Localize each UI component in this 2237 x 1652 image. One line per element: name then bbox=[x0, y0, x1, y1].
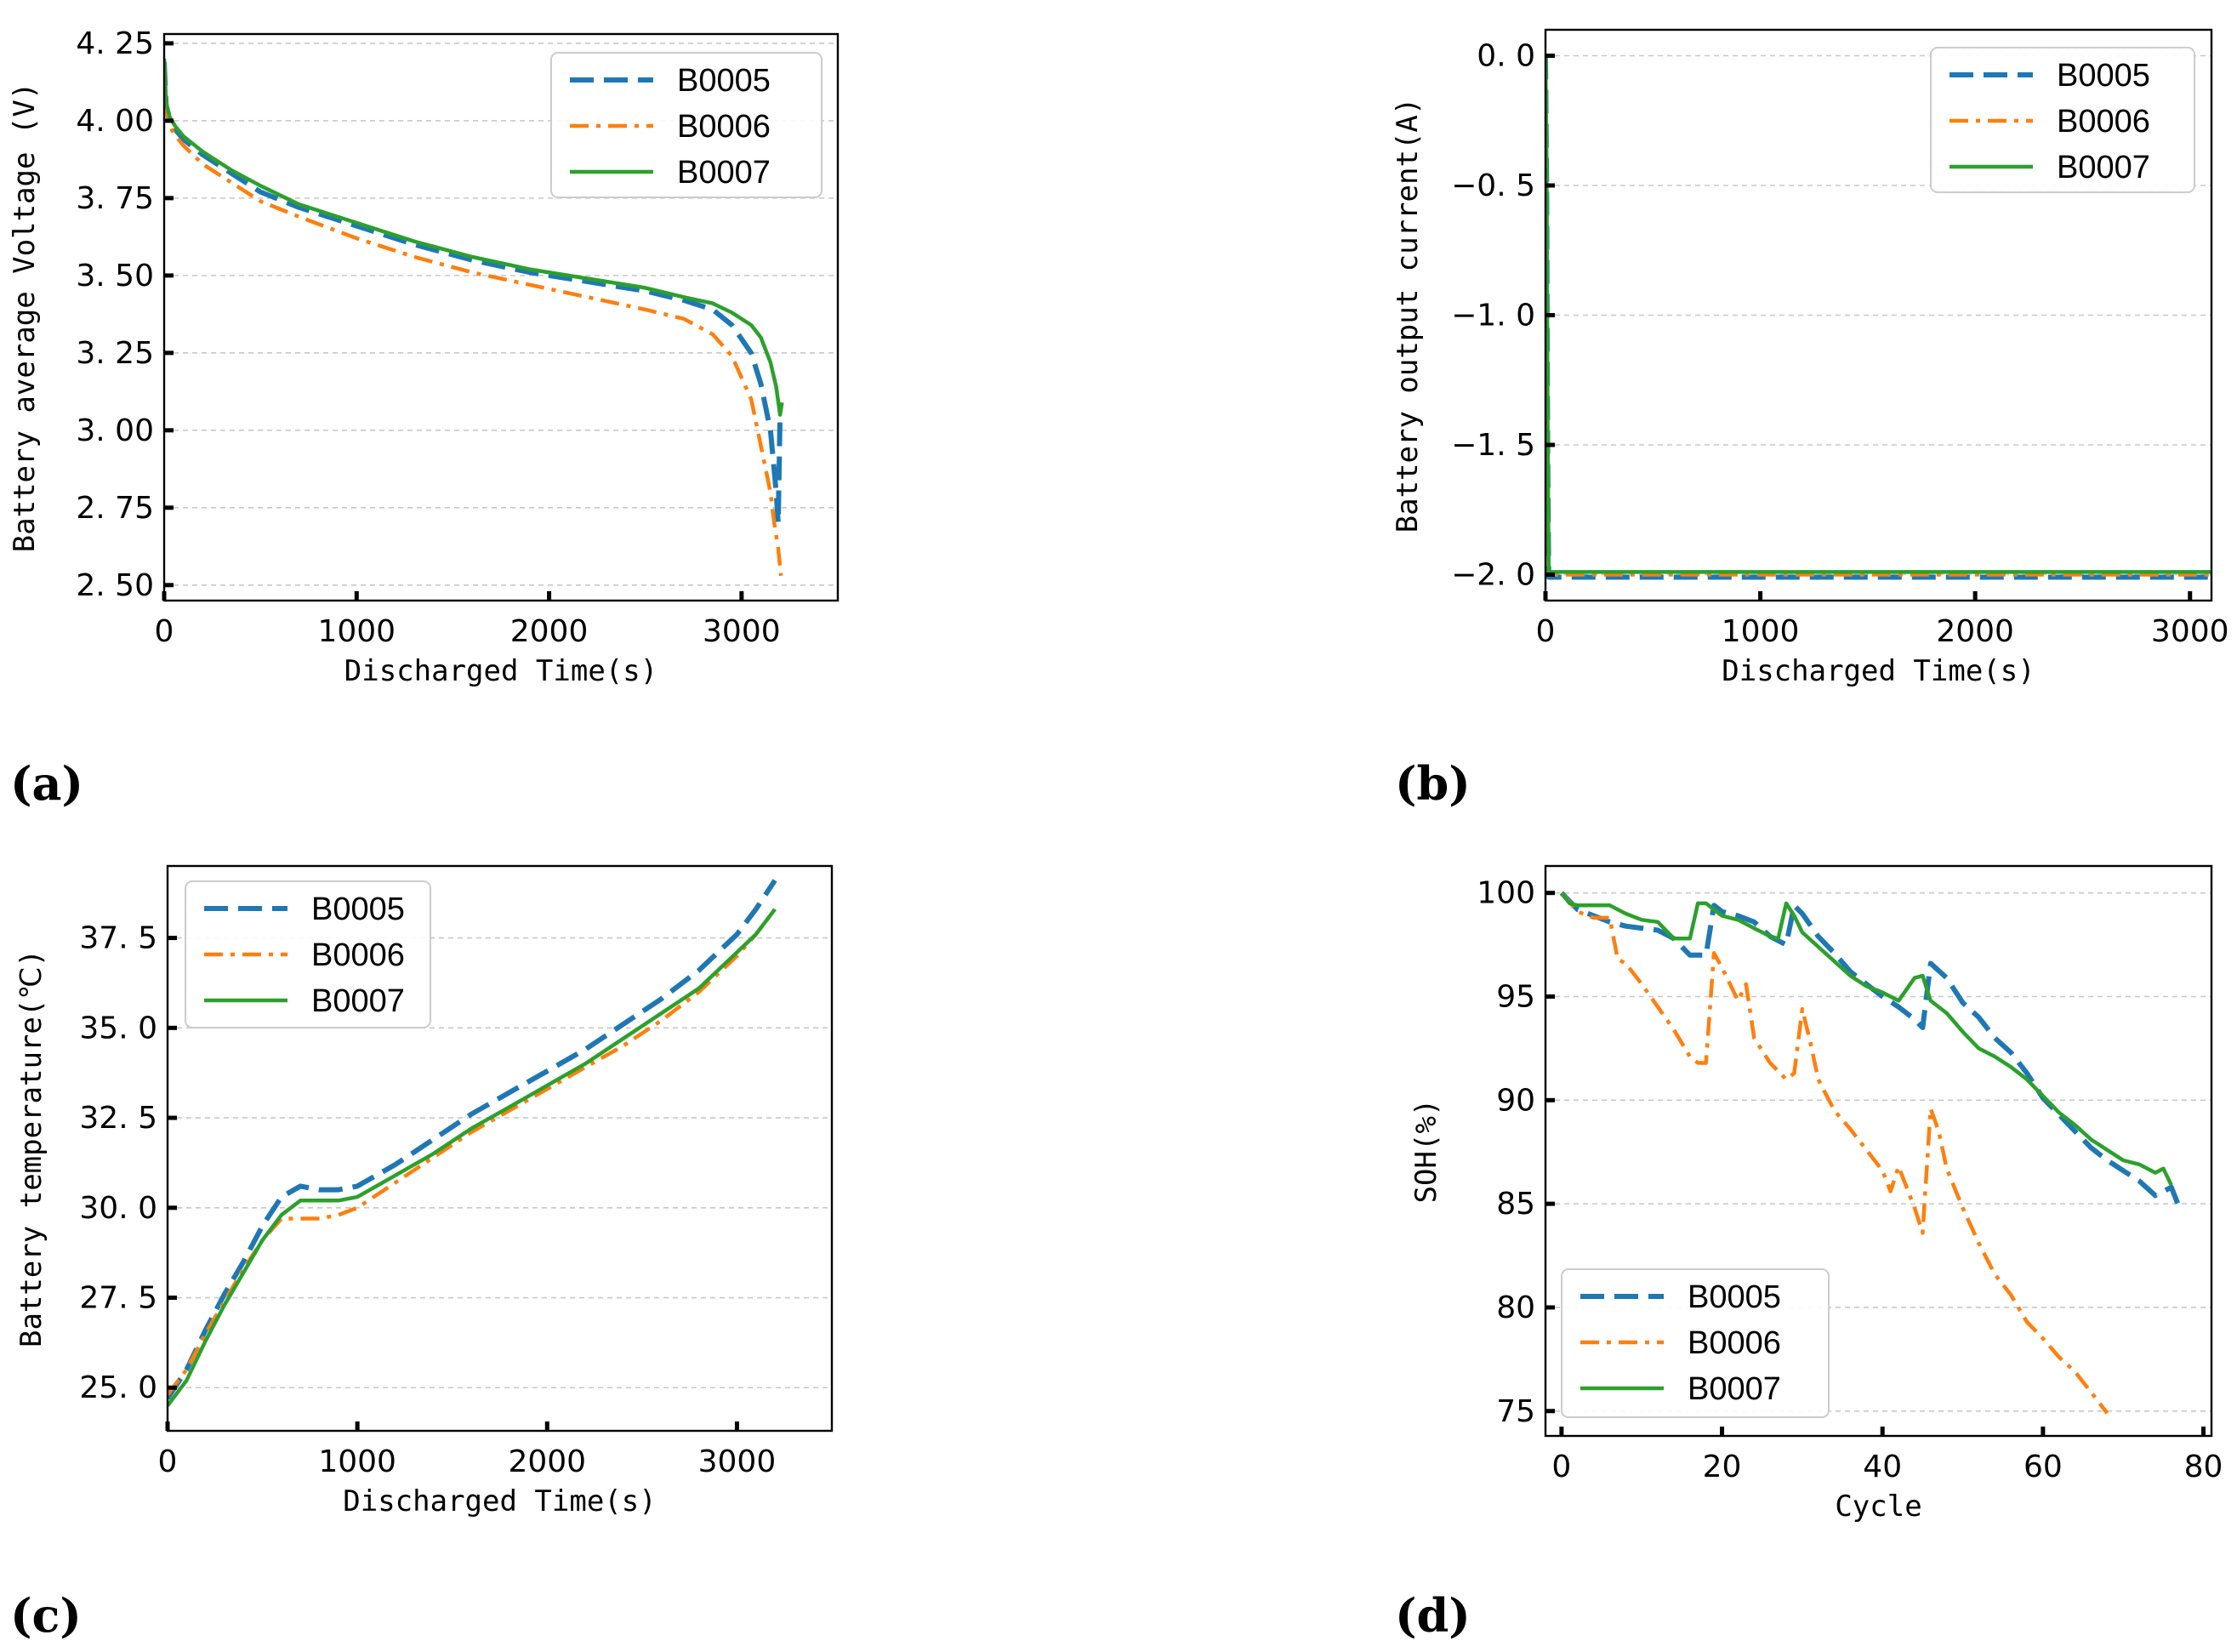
x-tick-label: 3000 bbox=[698, 1444, 777, 1479]
y-tick-label: 2. 75 bbox=[76, 491, 154, 526]
legend: B0005 B0006 B0007 bbox=[1930, 47, 2195, 193]
legend-label: B0007 bbox=[311, 983, 405, 1019]
panel-label-b: (b) bbox=[1395, 756, 1471, 811]
legend-label: B0007 bbox=[1688, 1371, 1781, 1407]
x-tick-label: 3000 bbox=[2151, 614, 2229, 649]
series-group bbox=[1559, 891, 2183, 1415]
x-tick-label: 80 bbox=[2184, 1450, 2223, 1484]
legend-box bbox=[185, 880, 431, 1028]
y-axis-label: Battery output current(A) bbox=[1391, 98, 1425, 533]
y-tick-label: 37. 5 bbox=[79, 921, 157, 956]
x-tick-label: 2000 bbox=[1936, 614, 2014, 649]
panel-label-a: (a) bbox=[10, 756, 83, 811]
y-tick-label: 4. 25 bbox=[76, 26, 154, 61]
y-axis-label: SOH(%) bbox=[1409, 1099, 1443, 1204]
y-tick-label: 95 bbox=[1496, 979, 1535, 1014]
y-tick-label: 100 bbox=[1477, 876, 1535, 911]
series-line-b0007 bbox=[1545, 55, 2211, 574]
y-tick-label: −1. 0 bbox=[1451, 299, 1535, 333]
x-tick-label: 1000 bbox=[317, 614, 396, 649]
series-line-b0006 bbox=[168, 908, 777, 1397]
panel-d: (d) 0 20 40 60 80 75 80 85 90 95 100 Cycle SOH(%) B00… bbox=[1395, 864, 2223, 1643]
legend-label: B0006 bbox=[1688, 1325, 1781, 1361]
y-tick-label: 3. 25 bbox=[76, 336, 154, 371]
x-tick-label: 0 bbox=[155, 614, 174, 649]
series-line-b0007 bbox=[168, 908, 777, 1407]
panel-label-c: (c) bbox=[10, 1588, 82, 1643]
y-tick-label: 2. 50 bbox=[76, 568, 154, 603]
y-tick-label: 75 bbox=[1496, 1394, 1535, 1429]
x-tick-label: 1000 bbox=[318, 1444, 396, 1479]
series-line-b0005 bbox=[1559, 891, 2183, 1210]
axes-frame bbox=[162, 32, 840, 602]
y-tick-label: 3. 75 bbox=[76, 181, 154, 216]
y-tick-label: 3. 00 bbox=[76, 413, 154, 448]
x-tick-label: 3000 bbox=[703, 614, 781, 649]
legend-box bbox=[550, 52, 823, 198]
panel-a: (a) 0 1000 2000 3000 2. 50 2. 75 3. 00 3. 25 3. … bbox=[8, 26, 840, 811]
panel-label-d: (d) bbox=[1395, 1588, 1471, 1643]
legend: B0005 B0006 B0007 bbox=[1561, 1268, 1830, 1418]
x-axis-label: Discharged Time(s) bbox=[1722, 654, 2035, 688]
x-axis-label: Discharged Time(s) bbox=[344, 654, 657, 688]
legend-box bbox=[1930, 47, 2195, 193]
x-axis-label: Discharged Time(s) bbox=[343, 1484, 656, 1518]
x-axis-label: Cycle bbox=[1835, 1490, 1921, 1524]
x-tick-label: 0 bbox=[1551, 1450, 1571, 1484]
legend-label: B0007 bbox=[677, 155, 771, 191]
y-tick-label: −2. 0 bbox=[1451, 558, 1535, 593]
legend-label: B0005 bbox=[677, 63, 771, 99]
series-line-b0005 bbox=[168, 879, 777, 1400]
x-tick-label: 2000 bbox=[510, 614, 589, 649]
legend-label: B0005 bbox=[1688, 1279, 1781, 1315]
x-tick-label: 2000 bbox=[508, 1444, 586, 1479]
series-group bbox=[168, 879, 777, 1407]
y-tick-label: 85 bbox=[1496, 1187, 1535, 1222]
y-tick-label: −0. 5 bbox=[1451, 168, 1535, 203]
y-tick-label: 30. 0 bbox=[79, 1191, 157, 1226]
y-tick-label: −1. 5 bbox=[1451, 428, 1535, 463]
y-tick-label: 25. 0 bbox=[79, 1370, 157, 1405]
y-tick-label: 27. 5 bbox=[79, 1281, 157, 1316]
legend-label: B0006 bbox=[677, 109, 771, 145]
y-axis-label: Battery temperature(℃) bbox=[14, 949, 48, 1347]
series-line-b0007 bbox=[1560, 892, 2173, 1187]
series-group bbox=[164, 58, 784, 577]
legend: B0005 B0006 B0007 bbox=[185, 880, 431, 1028]
legend-label: B0005 bbox=[2057, 58, 2150, 94]
legend: B0005 B0006 B0007 bbox=[550, 52, 823, 198]
series-line-b0006 bbox=[164, 65, 783, 577]
legend-label: B0006 bbox=[2057, 104, 2150, 140]
legend-box bbox=[1561, 1268, 1830, 1418]
y-axis-label: Battery average Voltage (V) bbox=[8, 83, 42, 553]
panel-b: (b) 0 1000 2000 3000 0. 0 −0. 5 −1. 0 −1. 5 −2. … bbox=[1391, 28, 2229, 811]
y-tick-label: 32. 5 bbox=[79, 1101, 157, 1136]
y-tick-label: 35. 0 bbox=[79, 1011, 157, 1045]
y-tick-label: 4. 00 bbox=[76, 104, 154, 139]
axes-frame bbox=[166, 864, 834, 1433]
x-tick-label: 1000 bbox=[1722, 614, 1800, 649]
y-tick-label: 80 bbox=[1496, 1290, 1535, 1325]
x-tick-label: 20 bbox=[1703, 1450, 1742, 1484]
series-line-b0005 bbox=[164, 61, 783, 526]
y-tick-label: 0. 0 bbox=[1477, 39, 1535, 74]
y-tick-label: 3. 50 bbox=[76, 259, 154, 293]
x-tick-label: 40 bbox=[1863, 1450, 1902, 1484]
y-tick-label: 90 bbox=[1496, 1083, 1535, 1118]
legend-label: B0005 bbox=[311, 892, 405, 927]
x-tick-label: 60 bbox=[2024, 1450, 2063, 1484]
series-line-b0007 bbox=[164, 58, 784, 417]
legend-label: B0006 bbox=[311, 937, 405, 973]
panel-c: (c) 0 1000 2000 3000 25. 0 27. 5 30. 0 32. 5 35.… bbox=[10, 864, 834, 1643]
x-tick-label: 0 bbox=[1536, 614, 1556, 649]
series-line-b0006 bbox=[1560, 892, 2109, 1415]
x-tick-label: 0 bbox=[158, 1444, 178, 1479]
axes-frame bbox=[1544, 864, 2213, 1438]
legend-label: B0007 bbox=[2057, 150, 2150, 185]
